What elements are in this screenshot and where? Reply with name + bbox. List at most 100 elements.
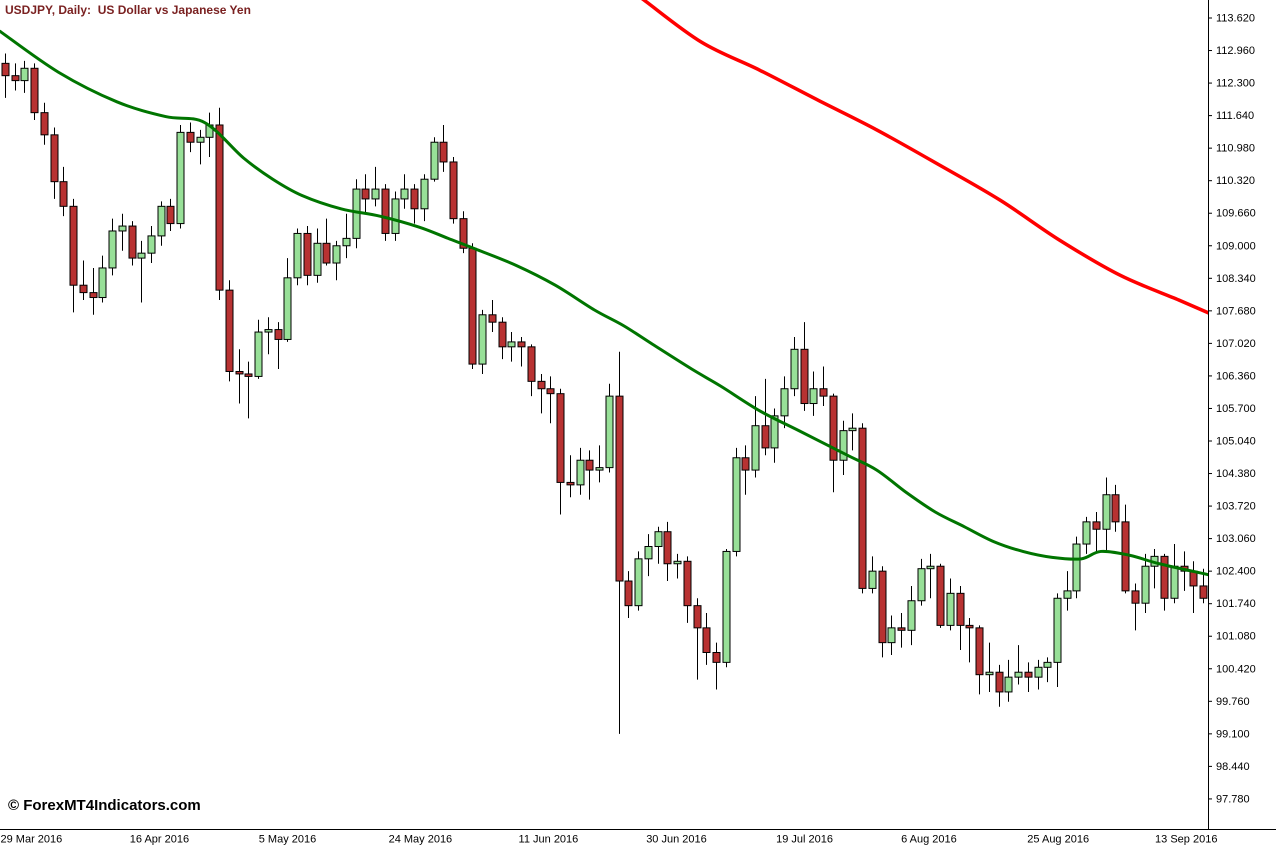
bull-candle: [1053, 597, 1062, 663]
time-axis-label: 30 Jun 2016: [646, 834, 707, 846]
bull-candle: [926, 565, 935, 570]
bear-candle: [128, 225, 137, 259]
bear-candle: [186, 131, 195, 143]
bull-candle: [946, 592, 955, 626]
time-axis-label: 19 Jul 2016: [776, 834, 833, 846]
bull-candle: [1043, 661, 1052, 668]
price-axis-label: 108.340: [1216, 273, 1256, 285]
bull-candle: [254, 331, 263, 377]
bull-candle: [1102, 494, 1111, 530]
bear-candle: [1, 62, 10, 77]
bull-candle: [1014, 671, 1023, 678]
bear-candle: [546, 388, 555, 395]
bear-candle: [761, 425, 770, 449]
time-axis-label: 11 Jun 2016: [519, 834, 579, 846]
bear-candle: [303, 232, 312, 276]
bull-candle: [907, 600, 916, 631]
bear-candle: [537, 380, 546, 390]
bear-candle: [1199, 585, 1208, 599]
bull-candle: [20, 67, 29, 82]
price-axis-label: 101.080: [1216, 631, 1256, 643]
bear-candle: [556, 393, 565, 483]
bear-candle: [459, 218, 468, 249]
bear-candle: [975, 627, 984, 676]
bear-candle: [1092, 521, 1101, 530]
price-axis-label: 99.100: [1216, 728, 1250, 740]
bear-candle: [449, 161, 458, 220]
bear-candle: [215, 124, 224, 291]
bear-candle: [741, 457, 750, 471]
bull-candle: [147, 235, 156, 254]
bull-candle: [732, 457, 741, 552]
bull-candle: [98, 267, 107, 299]
bull-candle: [137, 252, 146, 259]
bull-candle: [176, 131, 185, 225]
bull-candle: [751, 425, 760, 471]
time-axis-label: 25 Aug 2016: [1027, 834, 1089, 846]
bull-candle: [507, 341, 516, 348]
time-axis-label: 5 May 2016: [259, 834, 316, 846]
bull-candle: [332, 245, 341, 264]
ma-slow-line: [641, 0, 1208, 315]
bull-candle: [770, 415, 779, 449]
bear-candle: [624, 580, 633, 607]
bull-candle: [1034, 666, 1043, 678]
bear-candle: [244, 373, 253, 377]
bull-candle: [108, 230, 117, 269]
bear-candle: [829, 395, 838, 461]
bull-candle: [1063, 590, 1072, 599]
bull-candle: [293, 232, 302, 279]
price-axis-label: 111.640: [1216, 110, 1254, 122]
bear-candle: [936, 565, 945, 626]
bear-candle: [30, 67, 39, 114]
bull-candle: [1141, 565, 1150, 604]
bear-candle: [79, 284, 88, 294]
bear-candle: [702, 627, 711, 654]
price-axis-label: 103.060: [1216, 533, 1256, 545]
bear-candle: [225, 289, 234, 372]
bull-candle: [780, 388, 789, 417]
price-axis-label: 105.700: [1216, 403, 1256, 415]
bear-candle: [59, 181, 68, 207]
bull-candle: [868, 570, 877, 589]
bull-candle: [1082, 521, 1091, 545]
bear-candle: [40, 112, 49, 136]
bull-candle: [887, 627, 896, 644]
price-axis-label: 110.980: [1216, 143, 1255, 155]
bull-candle: [605, 395, 614, 469]
bear-candle: [956, 592, 965, 626]
bear-candle: [439, 141, 448, 163]
bull-candle: [157, 205, 166, 237]
candles-layer: [1, 53, 1208, 734]
bear-candle: [965, 624, 974, 629]
bear-candle: [683, 560, 692, 607]
bear-candle: [322, 242, 331, 264]
watermark-text: © ForexMT4Indicators.com: [6, 797, 203, 814]
bull-candle: [1072, 543, 1081, 592]
price-axis-label: 97.780: [1216, 793, 1250, 805]
bull-candle: [654, 531, 663, 548]
bear-candle: [897, 627, 906, 631]
chart-surface[interactable]: [0, 0, 1208, 829]
price-axis-label: 113.620: [1216, 12, 1255, 24]
bear-candle: [517, 341, 526, 348]
price-axis-label: 107.020: [1216, 338, 1256, 350]
bear-candle: [1111, 494, 1120, 523]
bear-candle: [50, 134, 59, 183]
time-axis-label: 13 Sep 2016: [1155, 834, 1217, 846]
price-axis-label: 98.440: [1216, 761, 1250, 773]
bear-candle: [663, 531, 672, 565]
bear-candle: [11, 75, 20, 82]
bear-candle: [712, 652, 721, 663]
bull-candle: [264, 329, 273, 333]
bear-candle: [498, 321, 507, 348]
price-axis-label: 112.960: [1216, 45, 1255, 57]
bull-candle: [342, 237, 351, 247]
bull-candle: [917, 568, 926, 602]
bull-candle: [391, 198, 400, 234]
bear-candle: [1160, 555, 1169, 599]
bear-candle: [235, 370, 244, 375]
time-axis-label: 24 May 2016: [389, 834, 453, 846]
